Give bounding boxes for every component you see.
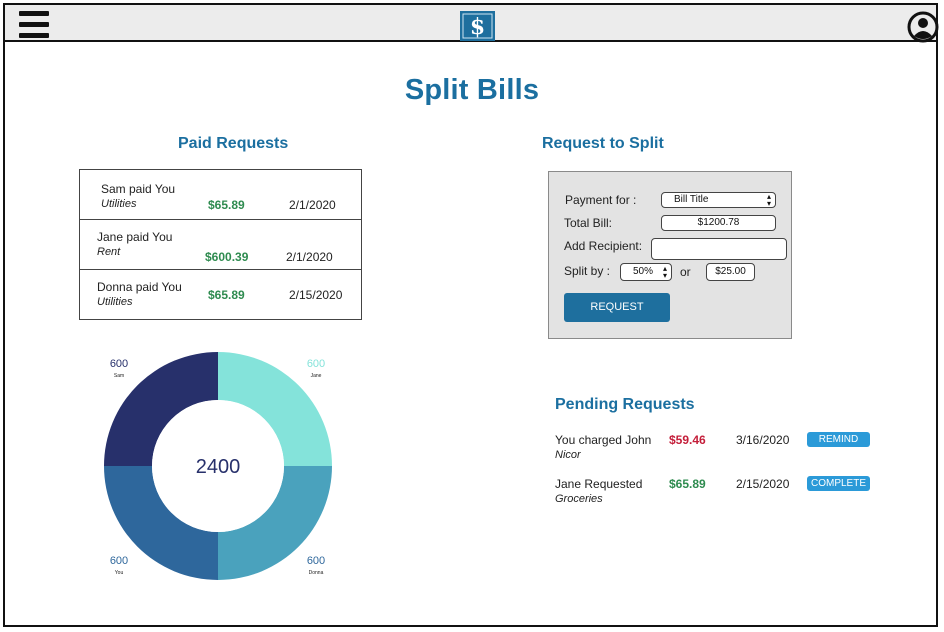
page-title: Split Bills [404,74,540,106]
split-donut-chart: 2400 600 Jane 600 Donna 600 You 600 Sam [104,352,332,580]
svg-text:$: $ [470,14,485,40]
donut-center-label: 2400 [196,456,241,478]
paid-row-name: Donna paid You [97,280,182,294]
select-arrows-icon: ▴ ▾ [766,192,771,208]
donut-slice-jane [218,352,332,466]
top-bar: $ [3,3,939,43]
paid-row-category: Rent [97,246,121,258]
pending-row-amount: $59.46 [669,433,706,447]
select-arrows-icon: ▴ ▾ [662,264,667,280]
user-icon[interactable] [907,11,939,43]
split-percent-select[interactable]: 50% ▴ ▾ [620,263,672,281]
donut-value-label: 600 [110,358,128,370]
donut-name-label: Donna [309,570,324,576]
add-recipient-input[interactable] [651,238,787,260]
donut-slice-sam [104,352,218,466]
paid-row-category: Utilities [97,296,133,308]
pending-requests-title: Pending Requests [555,396,695,413]
donut-value-label: 600 [110,555,128,567]
paid-row-date: 2/1/2020 [289,198,336,212]
total-bill-input[interactable]: $1200.78 [661,215,776,231]
payment-for-label: Payment for : [565,193,637,207]
paid-row-amount: $65.89 [208,288,245,302]
paid-row-amount: $65.89 [208,198,245,212]
remind-button[interactable]: REMIND [807,432,870,447]
pending-row-category: Nicor [555,449,581,461]
paid-row-date: 2/1/2020 [286,250,333,264]
paid-row-date: 2/15/2020 [289,288,343,302]
pending-row-amount: $65.89 [669,477,706,491]
donut-value-label: 600 [307,555,325,567]
paid-row: Jane paid You Rent $600.39 2/1/2020 [80,220,361,270]
split-percent-value: 50% [633,266,654,277]
pending-row-date: 3/16/2020 [736,433,790,447]
pending-row-category: Groceries [555,493,603,505]
complete-button[interactable]: COMPLETE [807,476,870,491]
paid-row-amount: $600.39 [205,250,249,264]
donut-hole [152,400,284,532]
hamburger-icon[interactable] [19,11,49,39]
pending-row-name: You charged John [555,433,652,447]
donut-name-label: Jane [311,373,322,379]
donut-slice-donna [218,466,332,580]
donut-name-label: Sam [114,373,124,379]
paid-row: Donna paid You Utilities $65.89 2/15/202… [80,270,361,320]
request-button[interactable]: REQUEST [564,293,670,322]
paid-requests-title: Paid Requests [178,135,289,152]
request-split-form: Payment for : Bill Title ▴ ▾ Total Bill: … [548,171,792,339]
pending-row-name: Jane Requested [555,477,643,491]
payment-for-value: Bill Title [674,194,709,205]
paid-row: Sam paid You Utilities $65.89 2/1/2020 [80,170,361,220]
request-split-title: Request to Split [542,135,664,152]
donut-slice-you [104,466,218,580]
split-by-label: Split by : [564,264,611,278]
pending-row-date: 2/15/2020 [736,477,790,491]
or-label: or [680,265,691,279]
paid-row-category: Utilities [101,198,137,210]
donut-value-label: 600 [307,358,325,370]
donut-name-label: You [115,570,124,576]
payment-for-select[interactable]: Bill Title ▴ ▾ [661,192,776,208]
dollar-logo-icon[interactable]: $ [460,11,495,41]
total-bill-label: Total Bill: [564,216,613,230]
paid-row-name: Sam paid You [101,182,176,196]
paid-row-name: Jane paid You [97,230,173,244]
add-recipient-label: Add Recipient: [564,239,643,253]
paid-requests-list: Sam paid You Utilities $65.89 2/1/2020 J… [79,169,362,320]
split-amount-input[interactable]: $25.00 [706,263,755,281]
